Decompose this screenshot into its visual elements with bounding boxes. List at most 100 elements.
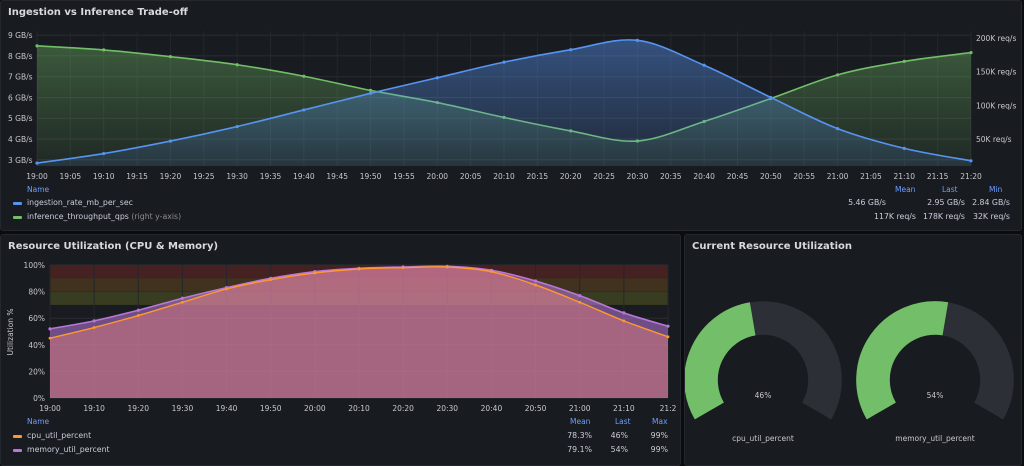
x-tick: 20:00 xyxy=(426,172,448,181)
y-right-tick: 100K req/s xyxy=(976,101,1016,110)
y-tick: 60% xyxy=(28,314,45,323)
panel-current-resource-utilization: Current Resource Utilization 46% cpu_util… xyxy=(684,234,1022,466)
gauge-label: cpu_util_percent xyxy=(732,434,794,443)
x-tick: 20:35 xyxy=(660,172,682,181)
series-name: ingestion_rate_mb_per_sec xyxy=(27,198,133,207)
x-tick: 20:10 xyxy=(493,172,515,181)
x-tick: 21:10 xyxy=(893,172,915,181)
x-tick: 19:30 xyxy=(226,172,248,181)
data-point xyxy=(835,73,840,77)
series-name: memory_util_percent xyxy=(27,445,110,454)
data-point xyxy=(368,91,373,95)
data-point xyxy=(569,48,573,52)
x-tick: 20:30 xyxy=(436,404,458,413)
data-point xyxy=(35,44,39,48)
x-tick: 19:10 xyxy=(83,404,105,413)
y-left-tick: 3 GB/s xyxy=(8,156,33,165)
inference-min: 32K req/s xyxy=(973,212,1010,221)
data-point xyxy=(401,266,405,270)
y-left-tick: 4 GB/s xyxy=(8,135,33,144)
gauges: 46% cpu_util_percent 54% memory_util_percen… xyxy=(685,301,1014,443)
x-tick: 21:00 xyxy=(827,172,849,181)
x-tick: 21:00 xyxy=(569,404,591,413)
x-tick: 21:20 xyxy=(960,172,982,181)
legend-item-memory[interactable]: memory_util_percent xyxy=(13,445,110,454)
series-name: inference_throughput_qps xyxy=(27,212,129,221)
x-tick: 20:05 xyxy=(460,172,482,181)
data-point xyxy=(666,324,670,328)
x-tick: 20:55 xyxy=(793,172,815,181)
data-point xyxy=(136,308,140,312)
data-point xyxy=(445,265,449,269)
data-point xyxy=(835,127,840,131)
data-point xyxy=(92,319,96,323)
data-point xyxy=(102,48,106,52)
x-tick: 19:45 xyxy=(326,172,348,181)
data-point xyxy=(435,76,439,80)
cpu-area xyxy=(50,266,668,398)
x-tick: 21:15 xyxy=(927,172,949,181)
data-point xyxy=(181,300,184,304)
gauge-value: 54% xyxy=(927,391,944,400)
x-tick: 19:50 xyxy=(360,172,382,181)
y-left-tick: 8 GB/s xyxy=(8,52,33,61)
x-tick: 21:2 xyxy=(660,404,677,413)
data-point xyxy=(313,271,317,275)
memory-area xyxy=(50,266,668,398)
data-point xyxy=(225,287,228,291)
memory-mean: 79.1% xyxy=(567,445,592,454)
legend-item-cpu[interactable]: cpu_util_percent xyxy=(13,431,91,440)
cpu-max: 99% xyxy=(650,431,668,440)
legend-item-ingestion[interactable]: ingestion_rate_mb_per_sec xyxy=(13,198,133,207)
y-right-tick: 200K req/s xyxy=(976,34,1016,43)
data-point xyxy=(534,283,537,287)
data-point xyxy=(635,38,640,42)
x-tick: 20:40 xyxy=(481,404,503,413)
panel-title: Current Resource Utilization xyxy=(692,241,852,252)
data-point xyxy=(769,95,773,100)
data-point xyxy=(35,161,39,165)
data-point xyxy=(180,296,185,300)
panel-title: Resource Utilization (CPU & Memory) xyxy=(8,241,219,252)
x-tick: 20:20 xyxy=(392,404,414,413)
inference-mean: 117K req/s xyxy=(874,212,916,221)
ingestion-last: 2.95 GB/s xyxy=(927,198,965,207)
x-tick: 20:40 xyxy=(693,172,715,181)
ingestion-inference-chart: 3 GB/s 4 GB/s 5 GB/s 6 GB/s 7 GB/s 8 GB/s 9 GB… xyxy=(8,31,1016,181)
y-left-tick: 9 GB/s xyxy=(8,31,33,40)
series-color-swatch xyxy=(13,215,22,219)
x-tick: 20:20 xyxy=(560,172,582,181)
data-point xyxy=(235,63,239,67)
data-point xyxy=(578,293,582,298)
x-tick: 19:05 xyxy=(60,172,82,181)
y-right-tick: 50K req/s xyxy=(976,135,1012,144)
legend-item-inference[interactable]: inference_throughput_qps (right y-axis) xyxy=(13,212,181,221)
data-point xyxy=(368,88,373,92)
data-point xyxy=(269,278,273,282)
legend-header-mean: Mean xyxy=(570,417,591,426)
panel-resource-utilization: Resource Utilization (CPU & Memory) 0% 20… xyxy=(0,234,681,466)
series-color-swatch xyxy=(13,201,22,205)
data-point xyxy=(622,319,626,323)
series-axis-note: (right y-axis) xyxy=(131,212,182,221)
legend-header-last: Last xyxy=(615,417,631,426)
data-point xyxy=(969,159,973,163)
data-point xyxy=(102,151,106,156)
data-point xyxy=(622,311,626,315)
x-tick: 19:55 xyxy=(393,172,415,181)
y-tick: 100% xyxy=(24,261,45,270)
data-point xyxy=(48,327,52,331)
y-tick: 20% xyxy=(28,367,45,376)
x-tick: 20:25 xyxy=(593,172,615,181)
ingestion-min: 2.84 GB/s xyxy=(972,198,1010,207)
x-tick: 19:50 xyxy=(260,404,282,413)
x-tick: 19:20 xyxy=(160,172,182,181)
data-point xyxy=(357,267,361,271)
y-left-tick: 7 GB/s xyxy=(8,73,33,82)
x-tick: 20:15 xyxy=(527,172,549,181)
x-tick: 21:10 xyxy=(613,404,635,413)
gauge-value-arc xyxy=(856,301,949,420)
x-tick: 19:10 xyxy=(93,172,115,181)
x-tick: 20:50 xyxy=(760,172,782,181)
y-tick: 80% xyxy=(28,288,45,297)
